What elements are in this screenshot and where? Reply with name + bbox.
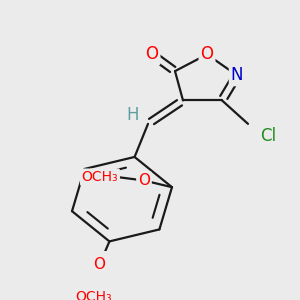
Text: Cl: Cl — [260, 127, 276, 145]
Text: O: O — [200, 45, 214, 63]
Text: O: O — [146, 45, 158, 63]
Text: O: O — [138, 173, 150, 188]
Text: O: O — [93, 257, 105, 272]
Text: OCH₃: OCH₃ — [82, 170, 118, 184]
Text: OCH₃: OCH₃ — [75, 290, 112, 300]
Text: H: H — [127, 106, 139, 124]
Text: N: N — [231, 66, 243, 84]
